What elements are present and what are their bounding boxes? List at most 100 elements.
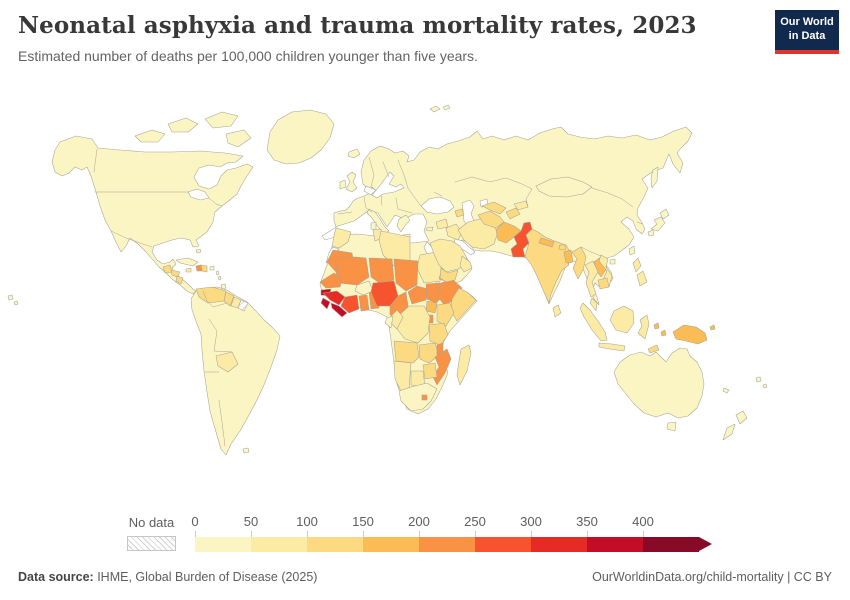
region-zambia[interactable] <box>418 342 440 364</box>
no-data-swatch[interactable] <box>127 536 176 551</box>
region-burkina-faso[interactable] <box>354 280 374 296</box>
legend-bin-50-100[interactable] <box>251 537 307 552</box>
region-sri-lanka[interactable] <box>552 304 562 318</box>
region-indonesia-borneo[interactable] <box>609 305 635 334</box>
region-japan[interactable] <box>647 229 655 237</box>
region-kenya[interactable] <box>436 302 455 327</box>
legend-color-bar[interactable] <box>195 537 712 552</box>
region-bolivia[interactable] <box>215 351 239 373</box>
region-iraq[interactable] <box>445 223 463 241</box>
region-iran[interactable] <box>457 218 499 250</box>
region-azerbaijan[interactable] <box>454 208 465 218</box>
region-cameroon[interactable] <box>389 291 409 317</box>
region-philippines[interactable] <box>632 257 642 273</box>
region-mongolia[interactable] <box>535 176 593 198</box>
region-sierra-leone[interactable] <box>320 297 331 310</box>
region-trinidad[interactable] <box>220 283 227 290</box>
region-australia[interactable] <box>613 347 705 419</box>
region-svalbard[interactable] <box>442 104 451 111</box>
region-bismarck[interactable] <box>709 324 716 331</box>
region-madagascar[interactable] <box>456 344 472 386</box>
region-ivory-coast[interactable] <box>340 294 360 314</box>
region-gabon[interactable] <box>384 315 394 329</box>
legend-bin-400+[interactable] <box>643 537 699 552</box>
region-oman[interactable] <box>459 255 473 273</box>
legend-bin-100-150[interactable] <box>307 537 363 552</box>
region-svalbard[interactable] <box>429 105 441 113</box>
region-uk[interactable] <box>345 171 358 193</box>
region-mali[interactable] <box>335 256 370 286</box>
region-japan[interactable] <box>650 216 666 232</box>
region-tajikistan[interactable] <box>505 207 521 220</box>
region-philippines[interactable] <box>636 270 648 287</box>
region-lesser-antilles[interactable] <box>217 275 222 281</box>
region-malaysia[interactable] <box>589 297 598 312</box>
region-indonesia-sumatra[interactable] <box>579 302 608 342</box>
region-cyprus[interactable] <box>425 226 434 232</box>
region-timor[interactable] <box>647 344 660 354</box>
region-arctic-islands[interactable] <box>134 129 166 143</box>
region-sakhalin[interactable] <box>650 166 659 189</box>
region-guinea[interactable] <box>322 290 346 306</box>
region-fiji[interactable] <box>762 383 768 389</box>
region-libya[interactable] <box>378 230 411 267</box>
region-moluccas[interactable] <box>653 322 660 330</box>
region-bangladesh[interactable] <box>563 249 574 264</box>
legend-bin-0-50[interactable] <box>195 537 251 552</box>
region-greenland[interactable] <box>266 109 335 165</box>
region-fiji[interactable] <box>755 376 762 383</box>
region-myanmar[interactable] <box>571 246 587 280</box>
region-arctic-islands[interactable] <box>167 117 199 133</box>
region-iceland[interactable] <box>347 148 361 159</box>
region-bahamas[interactable] <box>195 248 202 254</box>
region-nicaragua[interactable] <box>175 275 184 285</box>
region-senegal[interactable] <box>319 272 343 289</box>
region-pakistan[interactable] <box>510 221 533 258</box>
region-bhutan[interactable] <box>558 244 567 251</box>
region-arctic-islands[interactable] <box>225 129 252 148</box>
region-new-zealand[interactable] <box>722 423 736 441</box>
legend-bin-200-250[interactable] <box>419 537 475 552</box>
legend-bin-350-400[interactable] <box>587 537 643 552</box>
region-ghana[interactable] <box>358 294 370 312</box>
region-lesotho[interactable] <box>421 394 428 401</box>
legend-bin-250-300[interactable] <box>475 537 531 552</box>
region-taiwan[interactable] <box>628 245 636 256</box>
region-hawaii[interactable] <box>13 300 19 306</box>
region-hainan[interactable] <box>609 258 616 265</box>
region-jamaica[interactable] <box>185 267 192 273</box>
region-moluccas[interactable] <box>660 329 667 337</box>
region-greece[interactable] <box>396 214 411 233</box>
region-puerto-rico[interactable] <box>209 265 215 271</box>
region-sardinia[interactable] <box>370 221 377 231</box>
region-dominican-republic[interactable] <box>200 264 208 273</box>
region-new-zealand[interactable] <box>735 410 748 425</box>
legend-bin-300-350[interactable] <box>531 537 587 552</box>
region-japan[interactable] <box>659 208 670 220</box>
region-uzbekistan[interactable] <box>481 201 507 215</box>
region-thailand[interactable] <box>584 260 599 298</box>
region-angola[interactable] <box>393 340 420 364</box>
region-falklands[interactable] <box>242 447 250 454</box>
region-arctic-islands[interactable] <box>204 111 239 129</box>
region-ireland[interactable] <box>339 179 347 190</box>
region-chad[interactable] <box>393 258 419 292</box>
region-tasmania[interactable] <box>666 421 677 432</box>
legend-bin-150-200[interactable] <box>363 537 419 552</box>
region-nepal[interactable] <box>538 237 555 248</box>
region-uganda[interactable] <box>425 300 438 314</box>
attribution-link[interactable]: OurWorldinData.org/child-mortality | CC … <box>592 570 832 584</box>
region-lesser-antilles[interactable] <box>215 270 220 276</box>
region-hawaii[interactable] <box>7 294 14 301</box>
region-indonesia-java[interactable] <box>598 342 626 352</box>
region-mozambique[interactable] <box>432 348 452 386</box>
region-yemen[interactable] <box>439 267 459 283</box>
region-liberia[interactable] <box>330 302 348 318</box>
region-tanzania[interactable] <box>428 322 449 346</box>
region-north-america[interactable] <box>51 135 254 295</box>
region-new-caledonia[interactable] <box>722 387 730 394</box>
region-zimbabwe[interactable] <box>422 362 438 380</box>
region-indonesia-sulawesi[interactable] <box>637 314 650 340</box>
region-morocco[interactable] <box>331 227 352 249</box>
region-south-africa[interactable] <box>398 382 438 412</box>
